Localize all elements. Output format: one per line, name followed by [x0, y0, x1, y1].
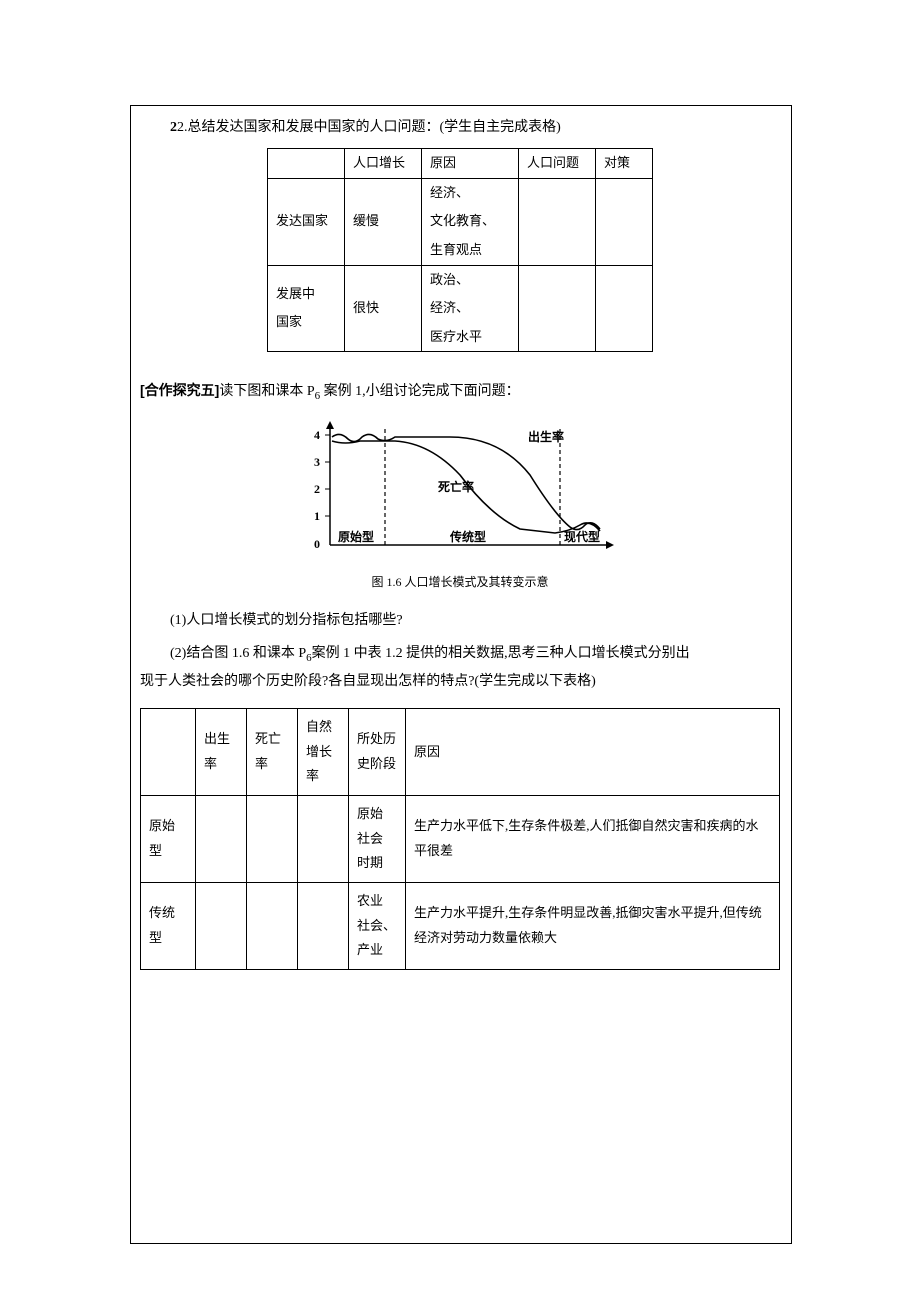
svg-text:死亡率: 死亡率: [438, 479, 474, 494]
t1-r1-c3: [519, 265, 596, 352]
t1-r1-c1: 很快: [345, 265, 422, 352]
chart-svg: 4 3 2 1 0 出生率 死亡率 原始型 传统型: [300, 415, 620, 565]
section-2-title-text: 2.总结发达国家和发展中国家的人口问题：(学生自主完成表格): [177, 120, 561, 135]
t2-r1-c4: 农业 社会、 产业: [349, 883, 406, 970]
t2-r0-c1: [196, 795, 247, 882]
table-row: 发展中 国家 很快 政治、 经济、 医疗水平: [268, 265, 653, 352]
t2-r0-c4: 原始 社会 时期: [349, 795, 406, 882]
t2-r1-c3: [298, 883, 349, 970]
t1-r1-c2: 政治、 经济、 医疗水平: [422, 265, 519, 352]
content: 22.总结发达国家和发展中国家的人口问题：(学生自主完成表格) 人口增长 原因 …: [130, 105, 790, 970]
chart-caption: 图 1.6 人口增长模式及其转变示意: [130, 573, 790, 590]
t1-h1: 人口增长: [345, 149, 422, 179]
t2-h0: [141, 708, 196, 795]
q2a: (2)结合图 1.6 和课本 P: [170, 646, 306, 661]
t2-r1-c1: [196, 883, 247, 970]
t2-h4: 所处历史阶段: [349, 708, 406, 795]
t2-h2: 死亡率: [247, 708, 298, 795]
svg-text:1: 1: [314, 509, 320, 523]
section-2-title: 22.总结发达国家和发展中国家的人口问题：(学生自主完成表格): [130, 115, 790, 140]
table-row: 原始型 原始 社会 时期 生产力水平低下,生存条件极差,人们抵御自然灾害和疾病的…: [141, 795, 780, 882]
svg-text:传统型: 传统型: [449, 529, 486, 544]
svg-text:现代型: 现代型: [564, 529, 600, 544]
table-2: 出生率 死亡率 自然增长率 所处历史阶段 原因 原始型 原始 社会 时期 生产力…: [140, 708, 780, 970]
chart-demographic-transition: 4 3 2 1 0 出生率 死亡率 原始型 传统型: [300, 415, 620, 565]
question-2-line1: (2)结合图 1.6 和课本 P6案例 1 中表 1.2 提供的相关数据,思考三…: [130, 641, 790, 669]
t2-r0-c0: 原始型: [141, 795, 196, 882]
coop-text-2: 案例 1,小组讨论完成下面问题：: [320, 384, 520, 399]
question-1: (1)人口增长模式的划分指标包括哪些?: [130, 608, 790, 633]
svg-text:2: 2: [314, 482, 320, 496]
t1-r0-c0: 发达国家: [268, 178, 345, 265]
coop-text-1: 读下图和课本 P: [219, 384, 314, 399]
t2-r1-c2: [247, 883, 298, 970]
table-row: 传统型 农业 社会、 产业 生产力水平提升,生存条件明显改善,抵御灾害水平提升,…: [141, 883, 780, 970]
t2-h3: 自然增长率: [298, 708, 349, 795]
t1-r0-c3: [519, 178, 596, 265]
table-row: 发达国家 缓慢 经济、 文化教育、 生育观点: [268, 178, 653, 265]
svg-text:出生率: 出生率: [528, 429, 564, 444]
q2b: 案例 1 中表 1.2 提供的相关数据,思考三种人口增长模式分别出: [312, 646, 690, 661]
t2-r0-c2: [247, 795, 298, 882]
question-2-line2: 现于人类社会的哪个历史阶段?各自显现出怎样的特点?(学生完成以下表格): [130, 669, 790, 694]
t2-h5: 原因: [406, 708, 780, 795]
t1-r0-c4: [596, 178, 653, 265]
t1-r0-c2: 经济、 文化教育、 生育观点: [422, 178, 519, 265]
t1-r1-c0: 发展中 国家: [268, 265, 345, 352]
coop-label: [合作探究五]: [140, 382, 219, 398]
t1-h3: 人口问题: [519, 149, 596, 179]
t1-h2: 原因: [422, 149, 519, 179]
t2-h1: 出生率: [196, 708, 247, 795]
t2-r0-c3: [298, 795, 349, 882]
t2-r1-c0: 传统型: [141, 883, 196, 970]
t1-r0-c1: 缓慢: [345, 178, 422, 265]
t1-r1-c4: [596, 265, 653, 352]
table-1: 人口增长 原因 人口问题 对策 发达国家 缓慢 经济、 文化教育、 生育观点 发…: [267, 148, 653, 352]
svg-text:3: 3: [314, 455, 320, 469]
svg-text:原始型: 原始型: [338, 529, 374, 544]
svg-text:4: 4: [314, 428, 320, 442]
t2-r1-c5: 生产力水平提升,生存条件明显改善,抵御灾害水平提升,但传统经济对劳动力数量依赖大: [406, 883, 780, 970]
table-row: 出生率 死亡率 自然增长率 所处历史阶段 原因: [141, 708, 780, 795]
t1-h4: 对策: [596, 149, 653, 179]
t2-r0-c5: 生产力水平低下,生存条件极差,人们抵御自然灾害和疾病的水平很差: [406, 795, 780, 882]
coop-line: [合作探究五]读下图和课本 P6 案例 1,小组讨论完成下面问题：: [130, 378, 790, 407]
svg-text:0: 0: [314, 537, 320, 551]
table-row: 人口增长 原因 人口问题 对策: [268, 149, 653, 179]
t1-h0: [268, 149, 345, 179]
page: 22.总结发达国家和发展中国家的人口问题：(学生自主完成表格) 人口增长 原因 …: [0, 0, 920, 1302]
